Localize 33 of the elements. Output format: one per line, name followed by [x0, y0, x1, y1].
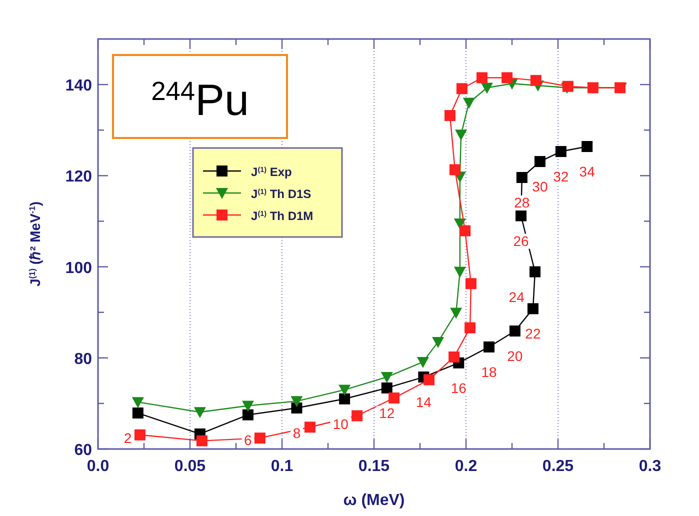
annotation: 16 — [450, 380, 467, 396]
y-tick-label: 120 — [65, 168, 92, 186]
y-tick-label: 100 — [65, 260, 92, 277]
annotation: 34 — [579, 164, 596, 180]
y-tick-label: 80 — [74, 350, 92, 368]
annotation: 20 — [507, 348, 523, 364]
annotation: 32 — [553, 168, 569, 185]
x-axis-title: ω (MeV) — [343, 492, 405, 509]
annotation: 28 — [514, 194, 530, 210]
annotation: $^{244}$Pu — [151, 76, 249, 125]
x-tick-label: 0.05 — [174, 458, 206, 475]
annotation: 22 — [525, 326, 541, 342]
x-tick-label: 0.1 — [270, 458, 294, 475]
y-tick-label: 140 — [65, 78, 92, 95]
annotation: 18 — [481, 364, 497, 380]
legend-label: J$^{(1)}$ Th D1S — [251, 186, 312, 201]
annotation: 26 — [513, 232, 530, 249]
annotation: 2 — [124, 430, 132, 446]
annotation: 10 — [332, 416, 349, 432]
annotation: 8 — [292, 425, 301, 441]
legend-label: J$^{(1)}$ Exp — [251, 164, 292, 179]
x-tick-label: 0.2 — [454, 458, 478, 475]
legend-label: J$^{(1)}$ Th D1M — [251, 208, 314, 223]
annotation: 12 — [379, 404, 395, 421]
x-tick-label: 0.3 — [638, 458, 662, 475]
annotation: 6 — [244, 432, 252, 448]
x-tick-label: 0.15 — [358, 458, 390, 475]
annotation: 24 — [508, 288, 525, 305]
y-tick-label: 60 — [74, 442, 92, 459]
x-tick-label: 0.25 — [542, 458, 574, 475]
annotation: 30 — [532, 178, 548, 195]
annotation: 14 — [416, 394, 432, 410]
x-tick-label: 0.0 — [86, 458, 110, 475]
